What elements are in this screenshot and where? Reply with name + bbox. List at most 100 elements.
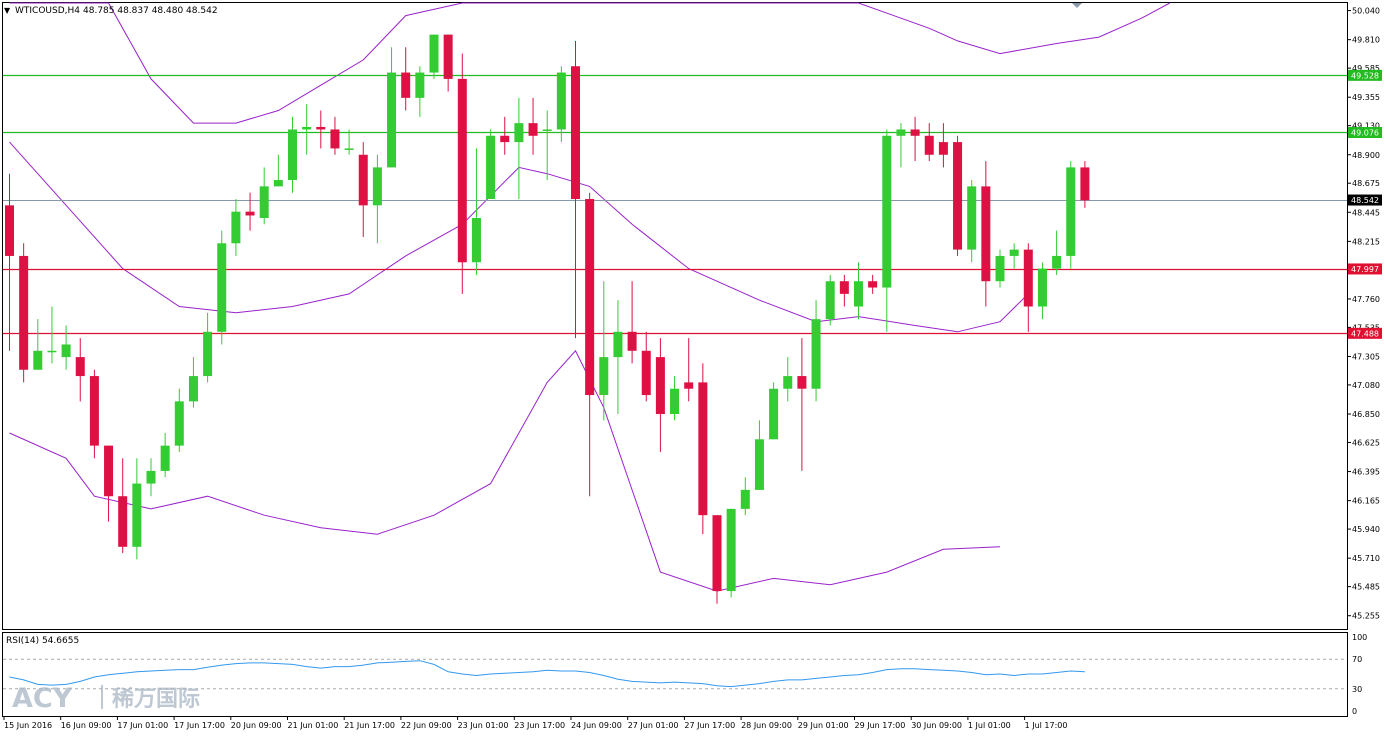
candle <box>415 66 425 117</box>
ohlc-values: 48.785 48.837 48.480 48.542 <box>83 6 218 16</box>
candle-body <box>259 186 269 218</box>
candle <box>344 129 354 155</box>
candle <box>740 477 750 516</box>
candle-body <box>754 439 764 490</box>
candle <box>967 180 977 263</box>
candle <box>854 262 863 320</box>
candle-body <box>132 483 142 547</box>
candle <box>203 312 213 383</box>
level-tag-bg <box>1348 126 1382 138</box>
candle <box>599 281 609 421</box>
candle-body <box>910 129 920 136</box>
level-tag-label: 47.997 <box>1351 265 1379 274</box>
candle-body <box>995 255 1005 282</box>
rsi-indicator: 100 70 30 0 <box>3 633 1367 716</box>
candle-body <box>797 376 807 389</box>
candle-body <box>712 515 722 592</box>
candle-body <box>740 489 750 509</box>
candle-body <box>330 129 340 149</box>
candle <box>231 199 241 256</box>
candle <box>769 382 779 440</box>
candle-body <box>19 255 29 370</box>
shift-marker-icon[interactable] <box>1072 3 1082 8</box>
candles <box>5 34 1090 604</box>
candle-body <box>1023 249 1033 307</box>
candle <box>302 104 312 155</box>
time-tick-label: 23 Jun 17:00 <box>514 721 565 730</box>
candle-body <box>118 496 128 547</box>
candle <box>896 123 906 168</box>
candle-body <box>5 205 14 256</box>
candle-body <box>89 376 99 446</box>
candle-body <box>783 376 793 389</box>
candle-body <box>387 72 397 168</box>
menu-triangle-icon[interactable]: ▼ <box>4 6 11 15</box>
level-tag-label: 49.528 <box>1351 71 1379 80</box>
candle-body <box>401 72 411 98</box>
time-tick-label: 27 Jun 17:00 <box>684 721 735 730</box>
candle <box>330 116 340 155</box>
candle <box>684 338 694 402</box>
time-tick-label: 21 Jun 17:00 <box>344 721 395 730</box>
time-tick-label: 22 Jun 09:00 <box>401 721 452 730</box>
candle <box>655 338 665 452</box>
candle-body <box>302 126 312 130</box>
acy-logo: ACY 稀万国际 <box>12 683 200 714</box>
candle <box>471 148 481 275</box>
level-tag-label: 48.542 <box>1351 196 1379 205</box>
candle <box>217 230 227 345</box>
candle <box>726 508 736 598</box>
time-tick-label: 30 Jun 09:00 <box>911 721 962 730</box>
candle <box>358 142 368 237</box>
acy-chinese-text: 稀万国际 <box>112 686 200 712</box>
level-tag-label: 49.076 <box>1351 128 1379 137</box>
price-tick-label: 48.675 <box>1352 179 1380 188</box>
candle <box>641 331 651 402</box>
candle-body <box>457 78 467 263</box>
candle <box>1037 262 1047 320</box>
price-tick-label: 49.810 <box>1352 36 1380 45</box>
candle-body <box>981 186 991 282</box>
candle <box>1052 230 1062 275</box>
candle <box>387 47 397 168</box>
rsi-panel-frame <box>2 632 1348 717</box>
candle <box>273 154 283 187</box>
candle-body <box>698 382 708 516</box>
price-tick-label: 49.355 <box>1352 93 1380 102</box>
candle-body <box>528 123 538 136</box>
candle-body <box>953 142 963 250</box>
candle <box>61 325 71 370</box>
price-tick-label: 49.585 <box>1352 64 1380 73</box>
bb-upper-line <box>9 2 1171 124</box>
candle-body <box>556 72 566 130</box>
candle <box>118 458 128 554</box>
time-tick-label: 23 Jun 01:00 <box>458 721 509 730</box>
candle-body <box>726 508 736 592</box>
candle-body <box>684 382 694 389</box>
candle <box>882 129 892 332</box>
candle <box>514 97 524 200</box>
candle-body <box>61 344 71 358</box>
candle <box>528 97 538 155</box>
time-axis: 15 Jun 2016 16 Jun 09:00 17 Jun 01:00 17 Ju… <box>3 716 1068 730</box>
time-tick-label: 29 Jun 01:00 <box>798 721 849 730</box>
candle <box>75 338 85 402</box>
price-tick-label: 46.395 <box>1352 468 1380 477</box>
candle <box>47 306 57 364</box>
candle-body <box>882 135 892 288</box>
time-tick-label: 1 Jul 17:00 <box>1025 721 1068 730</box>
rsi-line <box>9 660 1085 688</box>
candle <box>868 274 878 294</box>
candle <box>288 116 297 193</box>
candle-body <box>542 129 552 131</box>
candle <box>486 129 496 200</box>
price-tick-label: 45.255 <box>1352 612 1380 621</box>
candle <box>401 47 411 111</box>
candle-body <box>896 129 906 136</box>
candle <box>981 161 991 307</box>
candle-body <box>670 388 680 415</box>
candle-body <box>47 350 57 353</box>
time-tick-label: 29 Jun 17:00 <box>855 721 906 730</box>
candle-body <box>217 243 227 332</box>
